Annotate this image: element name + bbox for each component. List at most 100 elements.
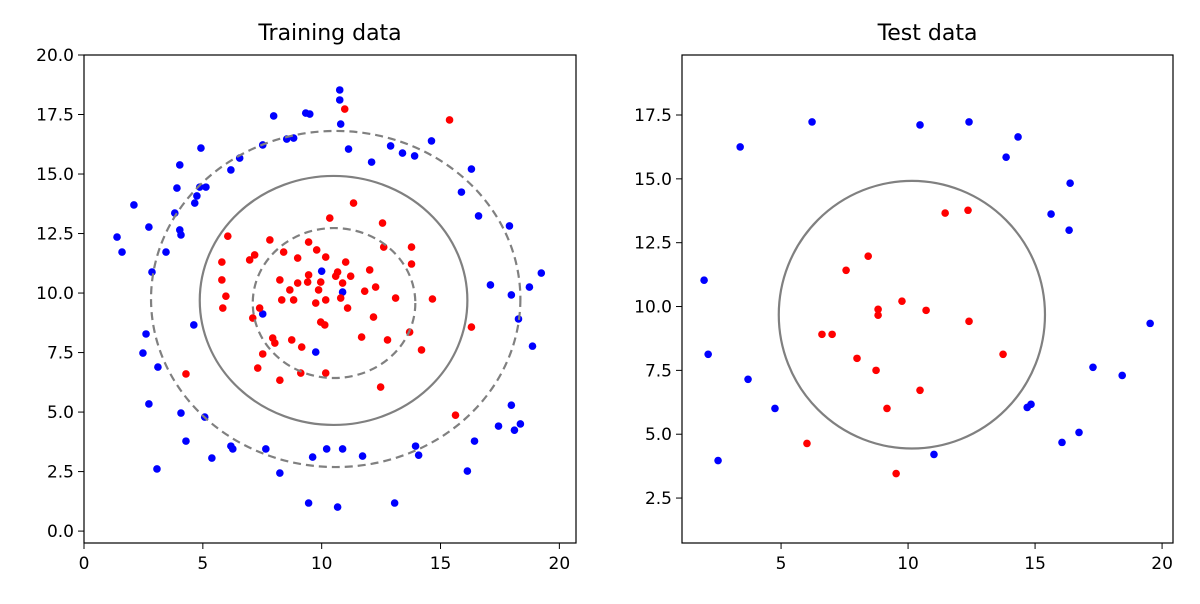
point — [321, 253, 330, 261]
point — [818, 330, 826, 339]
point — [276, 276, 284, 284]
point — [287, 336, 296, 344]
point — [250, 251, 259, 259]
point — [700, 276, 708, 285]
point — [1027, 400, 1035, 409]
point — [516, 420, 525, 428]
point — [451, 411, 460, 419]
point — [336, 120, 345, 128]
point — [338, 288, 347, 296]
point — [338, 279, 347, 287]
point — [303, 278, 312, 286]
y-tick-label: 7.5 — [645, 361, 672, 381]
point — [467, 165, 476, 173]
point — [208, 454, 216, 462]
point — [842, 266, 850, 275]
point — [346, 272, 355, 280]
point — [1014, 133, 1022, 141]
point — [266, 236, 274, 244]
point — [892, 469, 900, 478]
point — [304, 238, 313, 246]
x-tick-label: 15 — [430, 554, 452, 574]
point — [916, 386, 924, 395]
point — [367, 158, 376, 166]
point — [177, 409, 185, 417]
point — [193, 192, 201, 200]
point — [338, 445, 347, 453]
x-tick-label: 5 — [776, 554, 787, 574]
y-tick-label: 17.5 — [36, 106, 74, 126]
point — [1066, 179, 1074, 187]
point — [365, 266, 374, 274]
point — [965, 317, 973, 326]
point — [486, 281, 495, 289]
point — [202, 183, 210, 191]
point — [311, 348, 320, 356]
point — [182, 437, 190, 445]
point — [386, 142, 395, 150]
x-tick-label: 0 — [79, 554, 90, 574]
point — [219, 304, 227, 312]
point — [1065, 226, 1073, 234]
point — [222, 292, 230, 300]
point — [333, 503, 342, 511]
point — [407, 243, 416, 251]
point — [1089, 363, 1097, 372]
point — [190, 321, 198, 329]
point — [704, 350, 712, 359]
point — [941, 209, 949, 217]
point — [297, 343, 306, 351]
point — [218, 276, 226, 284]
point — [253, 364, 262, 372]
point — [145, 400, 153, 408]
point — [118, 248, 126, 256]
point — [391, 294, 400, 302]
axes-frame — [681, 54, 1174, 544]
x-tick-label: 15 — [1024, 554, 1046, 574]
y-tick-label: 15.0 — [634, 170, 672, 190]
point — [343, 304, 352, 312]
point — [349, 199, 358, 207]
point — [463, 467, 472, 475]
point — [525, 283, 534, 291]
point — [965, 118, 973, 126]
point — [874, 305, 882, 314]
point — [457, 188, 466, 196]
point — [190, 199, 199, 207]
point — [228, 445, 237, 453]
contour — [198, 174, 469, 427]
point — [218, 258, 226, 266]
x-tick-label: 20 — [1151, 554, 1173, 574]
contour — [251, 226, 417, 380]
contour — [149, 129, 522, 469]
point — [314, 286, 323, 294]
point — [293, 254, 302, 262]
point — [714, 456, 722, 465]
point — [139, 349, 147, 357]
point — [411, 442, 420, 450]
y-tick-label: 2.5 — [47, 463, 74, 483]
point — [223, 232, 232, 240]
point — [1002, 153, 1010, 161]
point — [286, 286, 294, 294]
point — [142, 330, 150, 338]
point — [407, 260, 416, 268]
point — [414, 451, 423, 459]
point — [340, 105, 349, 113]
point — [358, 452, 367, 460]
point — [279, 248, 288, 256]
point — [1058, 438, 1066, 447]
x-tick-label: 20 — [549, 554, 571, 574]
point — [744, 375, 752, 384]
point — [113, 233, 121, 241]
y-tick-label: 7.5 — [47, 344, 74, 364]
point — [255, 304, 264, 312]
point — [317, 267, 326, 275]
point — [145, 223, 153, 231]
point — [922, 306, 930, 315]
point — [130, 201, 138, 209]
point — [245, 256, 254, 264]
point — [883, 404, 891, 413]
point — [494, 422, 503, 430]
